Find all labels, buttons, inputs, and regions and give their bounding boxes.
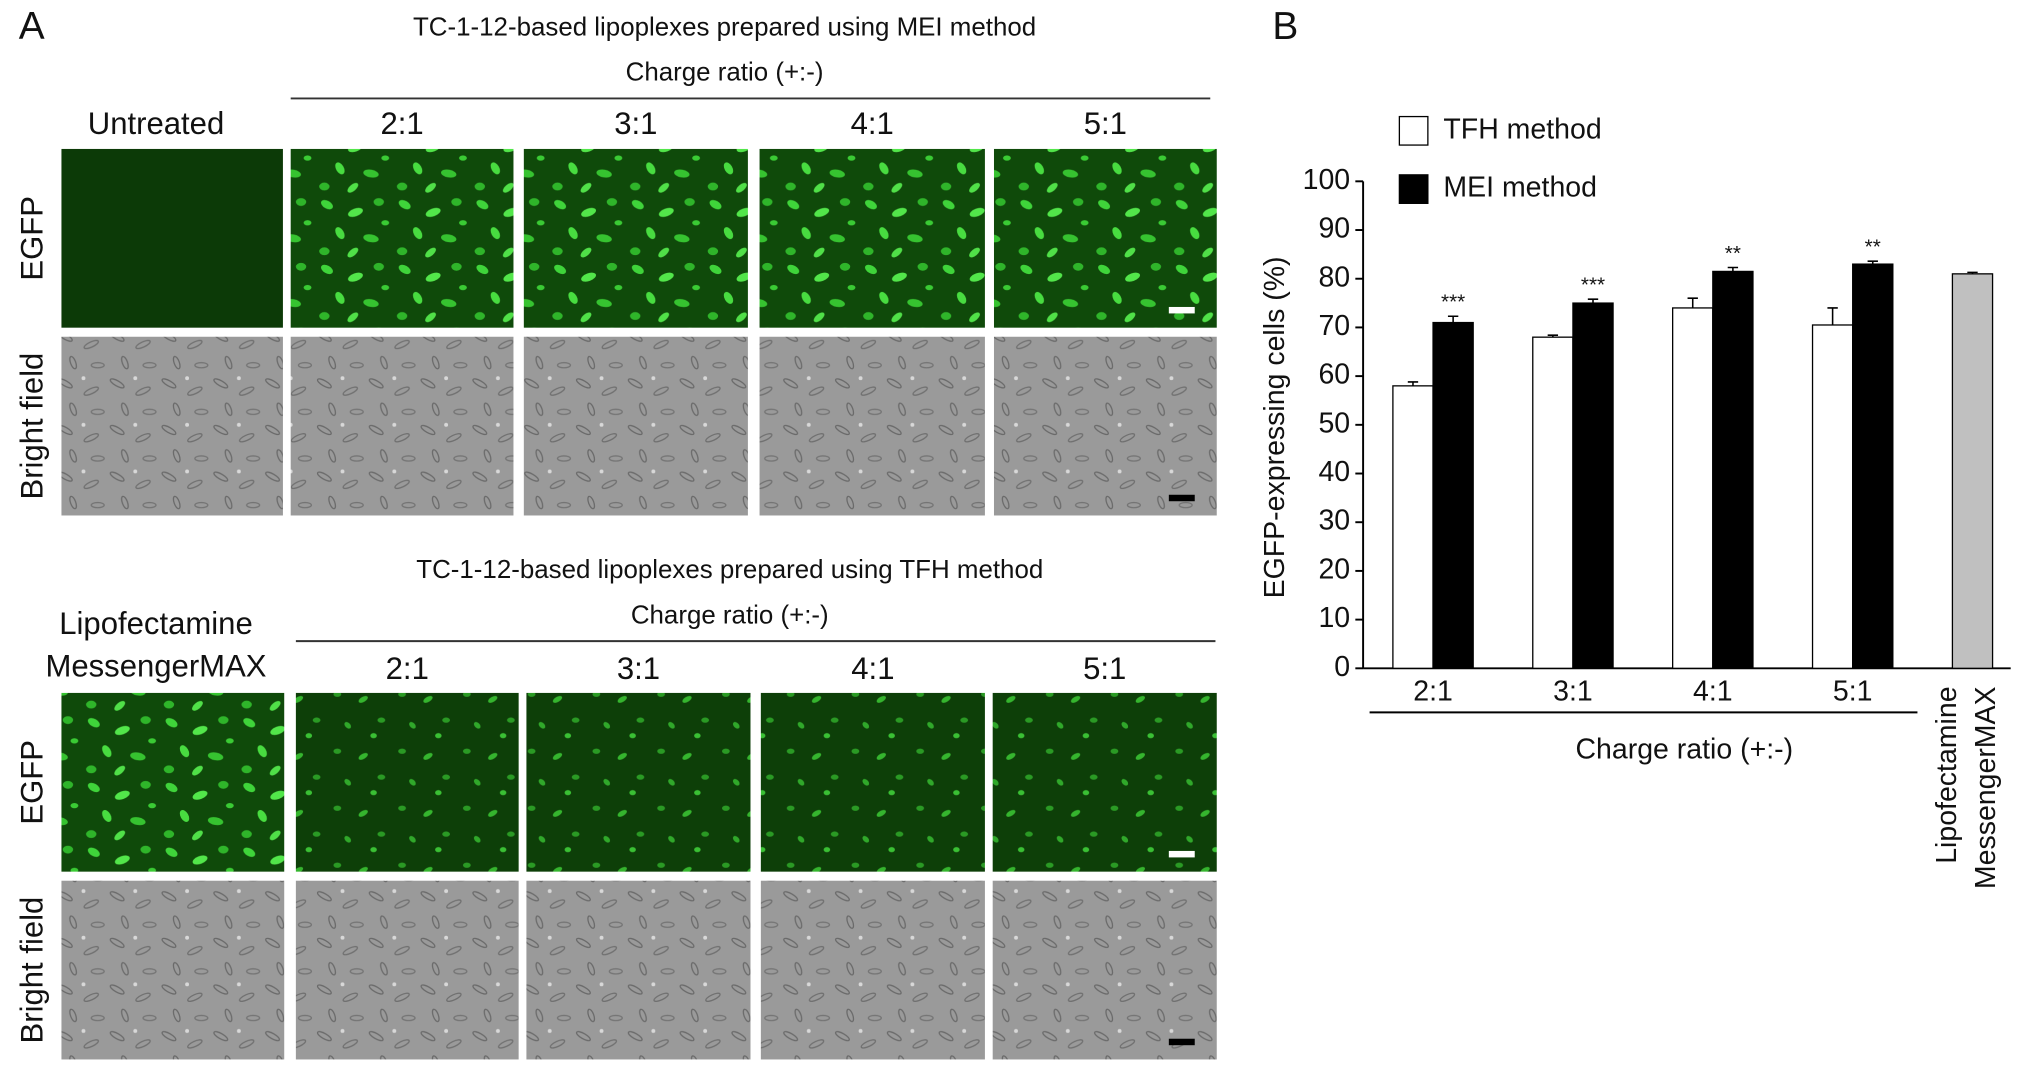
panel-title: TC-1-12-based lipoplexes prepared using … [416, 556, 1043, 584]
fluorescence-image [759, 148, 985, 328]
y-axis-label: EGFP-expressing cells (%) [1259, 256, 1291, 598]
y-tick-label: 50 [1318, 407, 1350, 439]
y-tick-label: 30 [1318, 505, 1350, 537]
fluorescence-image [61, 692, 285, 872]
fluorescence-image [290, 148, 514, 328]
row-label: Bright field [14, 897, 49, 1044]
fluorescence-image [61, 148, 283, 328]
error-bar [1447, 315, 1459, 323]
column-label: 5:1 [1083, 651, 1126, 686]
error-bar [1967, 271, 1978, 274]
row-label: Bright field [14, 353, 49, 500]
bright-field-image [526, 880, 751, 1060]
column-label: 2:1 [380, 106, 423, 141]
control-label: Lipofectamine [59, 606, 253, 641]
significance-label: ** [1865, 236, 1881, 259]
column-label: 2:1 [386, 651, 429, 686]
error-bar [1867, 260, 1878, 265]
fluorescence-image [523, 148, 748, 328]
x-axis-label: Charge ratio (+:-) [1575, 734, 1793, 766]
panel-subtitle: Charge ratio (+:-) [631, 601, 829, 629]
row-label: EGFP [14, 740, 49, 825]
significance-label: ** [1725, 242, 1741, 265]
bar [1572, 302, 1614, 669]
panel-subtitle: Charge ratio (+:-) [626, 59, 824, 87]
bar [1951, 273, 1994, 669]
error-bar [1727, 266, 1739, 272]
legend-label: TFH method [1443, 113, 1601, 145]
x-tick-label: MessengerMAX [1970, 686, 2002, 889]
error-bar [1587, 298, 1599, 304]
bar [1392, 385, 1434, 669]
fluorescence-image [295, 692, 519, 872]
bright-field-image [295, 880, 519, 1060]
error-bar [1547, 334, 1559, 338]
column-label: 4:1 [851, 106, 894, 141]
panel-label: A [19, 5, 45, 48]
y-tick-label: 20 [1318, 553, 1350, 585]
y-tick-label: 70 [1318, 310, 1350, 342]
y-tick-label: 10 [1318, 602, 1350, 634]
bright-field-image [61, 880, 285, 1060]
significance-label: *** [1441, 291, 1465, 314]
bar [1432, 321, 1474, 669]
y-tick-label: 100 [1303, 164, 1351, 196]
control-label: MessengerMAX [45, 649, 266, 684]
bar [1811, 324, 1854, 669]
legend-label: MEI method [1443, 172, 1597, 204]
x-tick-label: 2:1 [1413, 675, 1453, 707]
x-tick-label: 5:1 [1833, 675, 1873, 707]
column-label: 3:1 [614, 106, 657, 141]
y-tick-label: 90 [1318, 213, 1350, 245]
panel-label: B [1272, 5, 1298, 48]
fluorescence-image [993, 148, 1217, 328]
bright-field-image [760, 880, 985, 1060]
bar [1852, 263, 1894, 669]
fluorescence-image [760, 692, 985, 872]
y-tick-label: 0 [1334, 651, 1350, 683]
bright-field-image [523, 336, 748, 516]
column-label: 3:1 [617, 651, 660, 686]
fluorescence-image [526, 692, 751, 872]
row-label: EGFP [14, 196, 49, 281]
scale-bar [1168, 306, 1195, 314]
y-tick-label: 40 [1318, 456, 1350, 488]
column-label: 5:1 [1084, 106, 1127, 141]
error-bar [1827, 307, 1838, 325]
x-tick-label: 4:1 [1693, 675, 1733, 707]
bright-field-image [993, 336, 1217, 516]
error-bar [1687, 297, 1698, 308]
column-label: 4:1 [851, 651, 894, 686]
significance-label: *** [1581, 274, 1605, 297]
bar [1532, 336, 1574, 669]
bright-field-image [992, 880, 1217, 1060]
scale-bar [1168, 494, 1195, 502]
control-label: Untreated [88, 106, 224, 141]
bright-field-image [290, 336, 514, 516]
bar [1712, 270, 1754, 669]
x-tick-label: Lipofectamine [1931, 686, 1963, 863]
y-tick-label: 60 [1318, 359, 1350, 391]
bright-field-image [61, 336, 283, 516]
error-bar [1407, 381, 1419, 386]
scale-bar [1168, 850, 1195, 858]
fluorescence-image [992, 692, 1217, 872]
legend-swatch [1398, 115, 1429, 146]
legend-swatch [1398, 174, 1429, 204]
x-tick-label: 3:1 [1553, 675, 1593, 707]
y-tick-label: 80 [1318, 261, 1350, 293]
bright-field-image [759, 336, 985, 516]
scale-bar [1168, 1038, 1195, 1046]
panel-title: TC-1-12-based lipoplexes prepared using … [413, 13, 1036, 41]
bar [1672, 307, 1714, 669]
